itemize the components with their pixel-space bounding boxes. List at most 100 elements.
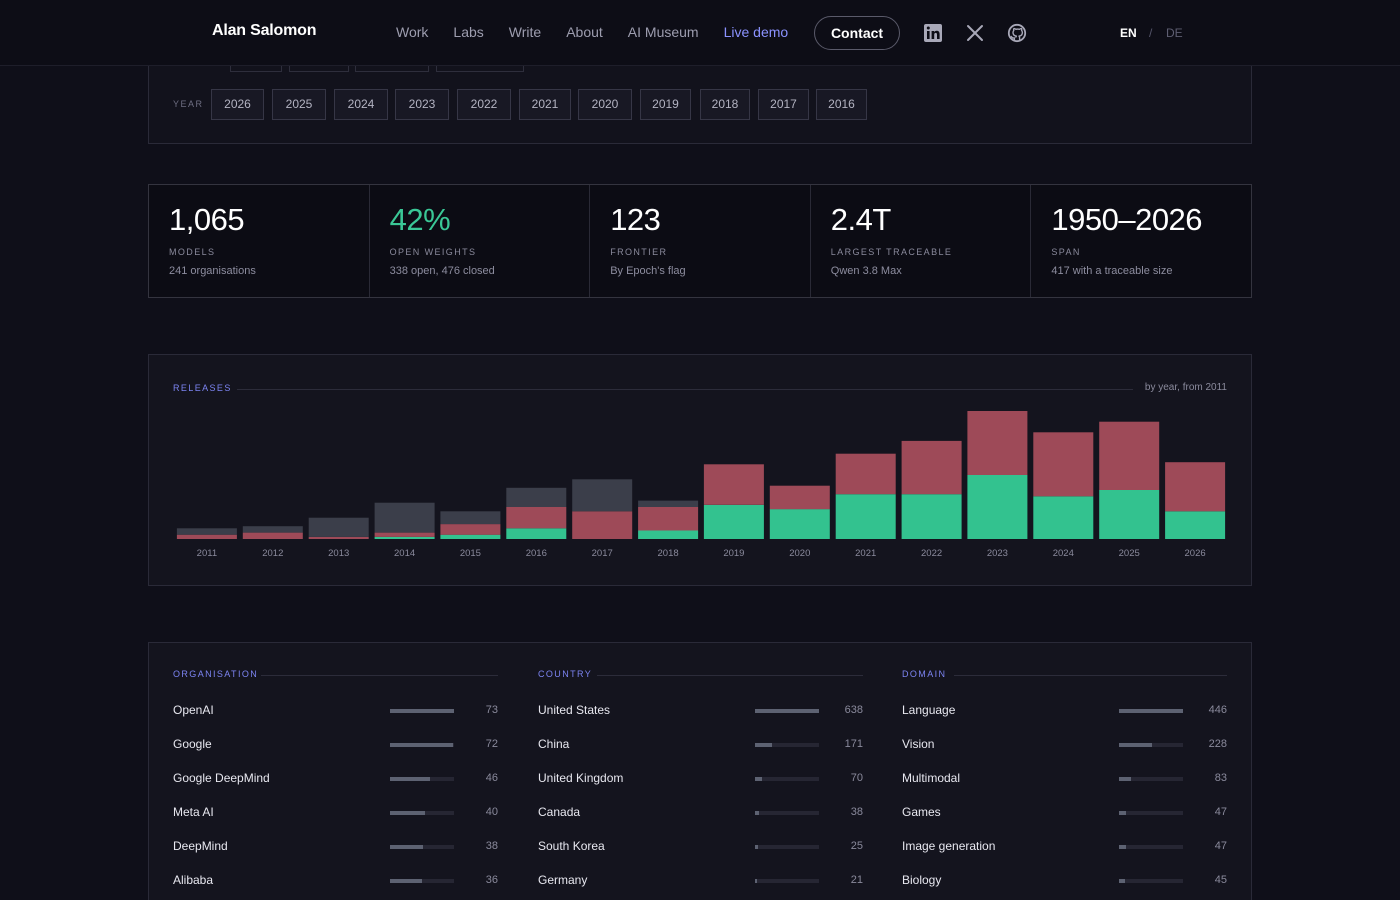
bar-closed-2014[interactable] (374, 532, 435, 537)
share-bar-fill (1119, 709, 1183, 713)
list-item[interactable]: Vision 228 (902, 735, 1227, 755)
bar-unknown-2012[interactable] (242, 526, 303, 533)
list-item[interactable]: Image generation 47 (902, 837, 1227, 857)
brand-logo[interactable]: Alan Salomon (212, 22, 317, 39)
bar-open-2023[interactable] (967, 475, 1028, 539)
list-item[interactable]: China 171 (538, 735, 863, 755)
bar-closed-2026[interactable] (1165, 462, 1226, 512)
bar-open-2020[interactable] (769, 509, 830, 539)
year-chip-2018[interactable]: 2018 (700, 89, 750, 120)
bar-open-2025[interactable] (1099, 489, 1160, 539)
bar-closed-2023[interactable] (967, 411, 1028, 475)
share-bar-fill (390, 777, 431, 781)
year-chip-2021[interactable]: 2021 (519, 89, 571, 120)
bar-unknown-2015[interactable] (440, 511, 501, 525)
share-bar (755, 811, 819, 815)
list-item-count: 36 (485, 874, 498, 886)
list-item[interactable]: Multimodal 83 (902, 769, 1227, 789)
year-chip-2022[interactable]: 2022 (457, 89, 511, 120)
year-chip-2026[interactable]: 2026 (211, 89, 264, 120)
column-title: COUNTRY (538, 669, 593, 679)
list-item[interactable]: Meta AI 40 (173, 803, 498, 823)
share-bar (1119, 811, 1183, 815)
top-nav: Alan Salomon Work Labs Write About AI Mu… (0, 0, 1400, 66)
x-icon[interactable] (965, 23, 985, 43)
bar-open-2021[interactable] (835, 494, 896, 539)
lang-en-link[interactable]: EN (1120, 26, 1137, 40)
bar-closed-2021[interactable] (835, 453, 896, 495)
bar-unknown-2013[interactable] (308, 517, 369, 537)
year-chip-2025[interactable]: 2025 (272, 89, 326, 120)
bar-open-2022[interactable] (901, 494, 962, 539)
x-tick-label: 2018 (658, 548, 679, 559)
list-item[interactable]: Alibaba 36 (173, 871, 498, 891)
column-title: DOMAIN (902, 669, 947, 679)
filter-chip-clipped[interactable] (436, 60, 524, 72)
github-icon[interactable] (1007, 23, 1027, 43)
list-item[interactable]: Google DeepMind 46 (173, 769, 498, 789)
list-item[interactable]: United Kingdom 70 (538, 769, 863, 789)
year-chip-2016[interactable]: 2016 (816, 89, 867, 120)
share-bar (390, 845, 454, 849)
year-chip-2019[interactable]: 2019 (640, 89, 691, 120)
list-item-label: Canada (538, 805, 581, 819)
share-bar (1119, 743, 1183, 747)
bar-unknown-2011[interactable] (176, 528, 237, 535)
list-item-count: 638 (844, 704, 863, 716)
bar-unknown-2018[interactable] (638, 500, 699, 507)
nav-link-work[interactable]: Work (396, 24, 429, 40)
nav-link-write[interactable]: Write (508, 24, 542, 40)
list-item[interactable]: South Korea 25 (538, 837, 863, 857)
bar-closed-2018[interactable] (638, 507, 699, 531)
bar-open-2016[interactable] (506, 528, 567, 539)
list-item[interactable]: Games 47 (902, 803, 1227, 823)
x-tick-label: 2017 (592, 548, 613, 559)
filter-chip-clipped[interactable] (289, 60, 349, 72)
contact-button[interactable]: Contact (814, 16, 900, 50)
nav-link-about[interactable]: About (566, 24, 603, 40)
bar-open-2015[interactable] (440, 534, 501, 539)
nav-link-live-demo[interactable]: Live demo (723, 24, 789, 40)
linkedin-icon[interactable] (923, 23, 943, 43)
list-item[interactable]: Germany 21 (538, 871, 863, 891)
share-bar-fill (390, 845, 424, 849)
share-bar-fill (755, 879, 758, 883)
lang-de-link[interactable]: DE (1166, 26, 1183, 40)
year-chip-2020[interactable]: 2020 (578, 89, 632, 120)
nav-link-ai-museum[interactable]: AI Museum (627, 24, 699, 40)
bar-closed-2020[interactable] (769, 485, 830, 510)
bar-open-2014[interactable] (374, 536, 435, 539)
bar-closed-2025[interactable] (1099, 421, 1160, 490)
bar-closed-2022[interactable] (901, 440, 962, 495)
year-chip-2024[interactable]: 2024 (334, 89, 388, 120)
bar-open-2026[interactable] (1165, 511, 1226, 539)
bar-open-2024[interactable] (1033, 496, 1094, 539)
list-item[interactable]: Biology 45 (902, 871, 1227, 891)
bar-closed-2011[interactable] (176, 534, 237, 539)
nav-link-labs[interactable]: Labs (453, 24, 484, 40)
bar-open-2019[interactable] (703, 504, 764, 539)
bar-unknown-2014[interactable] (374, 502, 435, 533)
bar-closed-2015[interactable] (440, 524, 501, 535)
list-item[interactable]: Language 446 (902, 701, 1227, 721)
bar-closed-2016[interactable] (506, 507, 567, 529)
list-item[interactable]: Google 72 (173, 735, 498, 755)
bar-closed-2013[interactable] (308, 536, 369, 539)
filter-chip-clipped[interactable] (230, 60, 282, 72)
bar-closed-2017[interactable] (572, 511, 633, 539)
column-title-rule (954, 675, 1227, 676)
year-chip-2017[interactable]: 2017 (758, 89, 809, 120)
bar-closed-2024[interactable] (1033, 432, 1094, 497)
list-item[interactable]: Canada 38 (538, 803, 863, 823)
bar-unknown-2016[interactable] (506, 487, 567, 507)
bar-closed-2019[interactable] (703, 464, 764, 505)
bar-open-2018[interactable] (638, 530, 699, 540)
list-item-label: Language (902, 703, 956, 717)
list-item[interactable]: DeepMind 38 (173, 837, 498, 857)
bar-closed-2012[interactable] (242, 532, 303, 539)
bar-unknown-2017[interactable] (572, 479, 633, 512)
list-item[interactable]: OpenAI 73 (173, 701, 498, 721)
filter-chip-clipped[interactable] (355, 60, 429, 72)
list-item[interactable]: United States 638 (538, 701, 863, 721)
year-chip-2023[interactable]: 2023 (395, 89, 449, 120)
